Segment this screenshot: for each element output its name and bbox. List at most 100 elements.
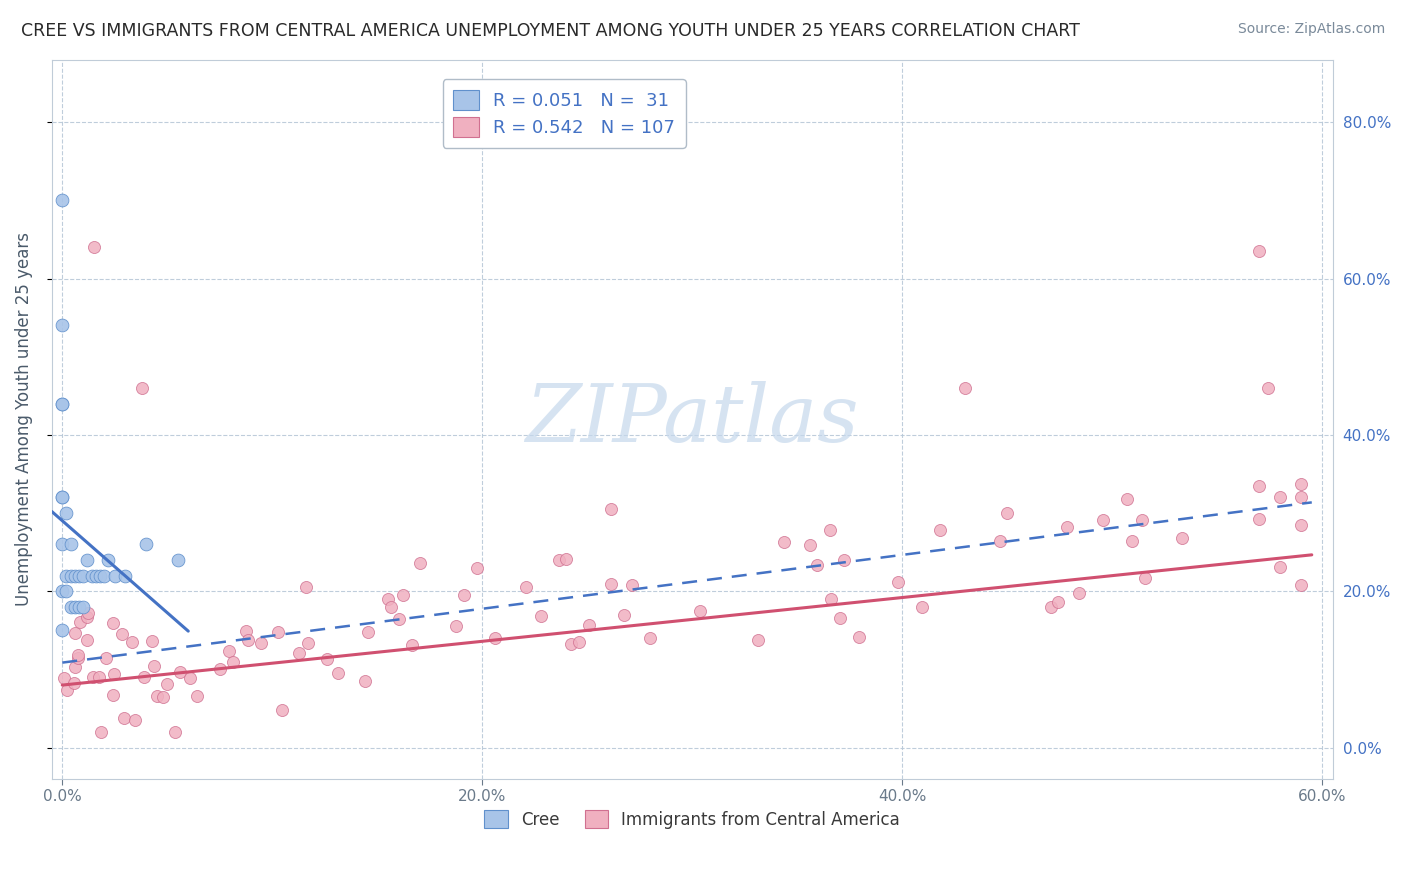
Point [578, 617, 600, 632]
Point [80, 568, 103, 582]
Point [820, 591, 842, 606]
Point [377, 591, 399, 606]
Point [353, 673, 375, 688]
Point [988, 533, 1011, 548]
Point [169, 665, 191, 679]
Point [297, 635, 319, 649]
Point [747, 632, 769, 647]
Point [555, 551, 578, 566]
Point [55, 568, 77, 582]
Point [67, 599, 90, 614]
Text: CREE VS IMMIGRANTS FROM CENTRAL AMERICA UNEMPLOYMENT AMONG YOUTH UNDER 25 YEARS : CREE VS IMMIGRANTS FROM CENTRAL AMERICA … [21, 22, 1080, 40]
Point [152, 690, 174, 704]
Point [806, 558, 828, 572]
Point [995, 506, 1018, 520]
Text: Source: ZipAtlas.com: Source: ZipAtlas.com [1237, 22, 1385, 37]
Point [51, 194, 73, 208]
Point [63, 568, 86, 582]
Point [166, 553, 188, 567]
Point [799, 538, 821, 552]
Point [235, 624, 257, 639]
Point [114, 568, 136, 582]
Point [484, 631, 506, 645]
Point [271, 703, 294, 717]
Point [444, 619, 467, 633]
Point [76, 633, 98, 648]
Point [51, 396, 73, 410]
Point [135, 537, 157, 551]
Point [1116, 491, 1139, 506]
Point [65, 660, 87, 674]
Point [620, 578, 643, 592]
Point [97, 553, 120, 567]
Point [388, 611, 411, 625]
Point [1270, 560, 1292, 574]
Point [218, 643, 240, 657]
Point [1291, 476, 1313, 491]
Point [409, 556, 432, 570]
Point [560, 637, 582, 651]
Point [76, 553, 98, 567]
Point [141, 633, 163, 648]
Point [1040, 599, 1063, 614]
Point [156, 676, 179, 690]
Point [59, 568, 82, 582]
Point [51, 491, 73, 505]
Point [599, 502, 621, 516]
Point [65, 625, 87, 640]
Point [911, 600, 934, 615]
Point [1046, 595, 1069, 609]
Point [1249, 479, 1271, 493]
Point [112, 711, 135, 725]
Legend: Cree, Immigrants from Central America: Cree, Immigrants from Central America [478, 804, 907, 835]
Point [828, 611, 851, 625]
Point [55, 584, 77, 599]
Point [103, 666, 125, 681]
Point [186, 690, 208, 704]
Point [380, 600, 402, 615]
Point [131, 381, 153, 395]
Point [267, 624, 290, 639]
Point [1067, 586, 1090, 600]
Point [163, 725, 186, 739]
Point [1171, 531, 1194, 545]
Point [66, 650, 89, 665]
Point [51, 396, 73, 410]
Y-axis label: Unemployment Among Youth under 25 years: Unemployment Among Youth under 25 years [15, 232, 32, 607]
Point [51, 584, 73, 599]
Point [887, 575, 910, 590]
Point [55, 506, 77, 520]
Point [93, 568, 115, 582]
Point [848, 630, 870, 644]
Point [124, 713, 146, 727]
Point [772, 535, 794, 549]
Point [89, 568, 111, 582]
Point [392, 588, 415, 602]
Point [1270, 490, 1292, 504]
Point [547, 553, 569, 567]
Point [143, 658, 166, 673]
Point [221, 655, 243, 669]
Point [101, 688, 124, 702]
Point [51, 491, 73, 505]
Point [67, 568, 90, 582]
Point [76, 606, 98, 620]
Point [689, 604, 711, 618]
Point [90, 725, 112, 739]
Point [1133, 571, 1156, 585]
Point [401, 638, 423, 652]
Point [83, 240, 105, 254]
Point [132, 670, 155, 684]
Point [599, 577, 621, 591]
Point [111, 626, 134, 640]
Point [1121, 534, 1143, 549]
Point [1291, 490, 1313, 504]
Point [1291, 577, 1313, 591]
Point [357, 625, 380, 640]
Point [1056, 520, 1078, 534]
Point [69, 615, 91, 630]
Point [146, 689, 169, 703]
Point [1130, 513, 1153, 527]
Point [288, 646, 311, 660]
Point [72, 599, 94, 614]
